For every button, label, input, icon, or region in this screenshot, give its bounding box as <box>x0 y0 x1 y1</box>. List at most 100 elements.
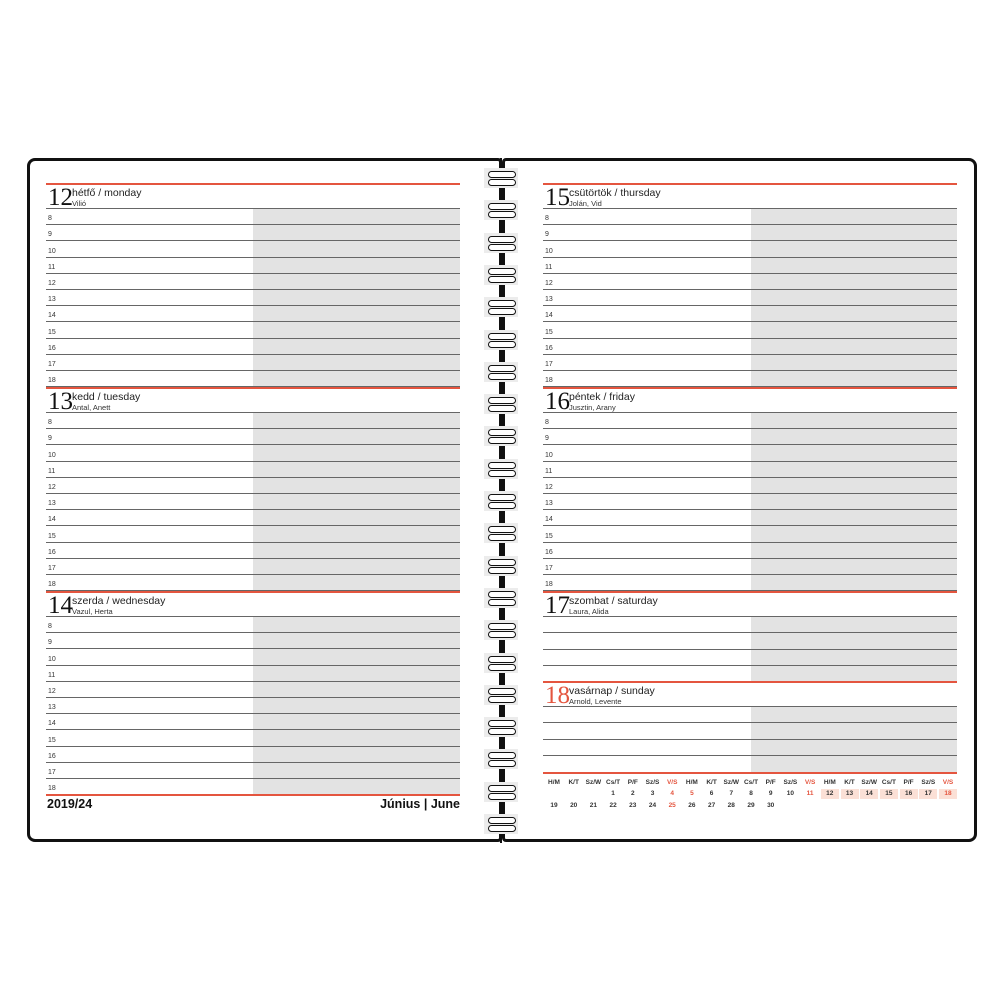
calendar-weekday-header: P/F <box>903 779 914 786</box>
calendar-day: 22 <box>609 802 617 809</box>
hour-row: 14 <box>46 510 460 527</box>
spiral-ring <box>484 587 518 608</box>
hour-label: 9 <box>48 639 52 647</box>
hour-row: 16 <box>543 339 957 355</box>
day-block: 17 szombat / saturday Laura, Alida <box>543 591 957 681</box>
calendar-weekday-header: P/F <box>765 779 776 786</box>
day-number: 17 <box>545 592 570 619</box>
writing-line <box>543 617 957 634</box>
hour-row: 8 <box>543 413 957 430</box>
day-name: péntek / friday <box>569 391 635 403</box>
calendar-day: 19 <box>550 802 558 809</box>
writing-line <box>543 650 957 666</box>
hour-row: 15 <box>46 730 460 747</box>
day-header: 14 szerda / wednesday Vazul, Herta <box>46 591 460 619</box>
ring-loop <box>488 663 516 671</box>
ring-loop <box>488 631 516 639</box>
hour-row: 18 <box>543 575 957 592</box>
ring-loop <box>488 211 516 219</box>
calendar-day: 27 <box>707 802 716 809</box>
hour-label: 16 <box>545 548 553 556</box>
calendar-day: 5 <box>690 790 694 797</box>
day-number: 12 <box>48 184 73 211</box>
spiral-ring <box>484 426 518 447</box>
spiral-ring <box>484 749 518 770</box>
hour-row: 12 <box>46 478 460 494</box>
calendar-weekday-header: H/M <box>685 779 698 786</box>
hour-label: 14 <box>545 312 553 320</box>
hour-label: 17 <box>48 768 56 776</box>
calendar-day: 20 <box>570 802 578 809</box>
hour-row: 17 <box>46 559 460 575</box>
calendar-day: 8 <box>749 790 753 797</box>
day-number: 16 <box>545 388 570 415</box>
hour-row: 16 <box>46 339 460 355</box>
calendar-weekday-header: V/S <box>804 779 816 786</box>
hour-row: 17 <box>543 559 957 575</box>
hour-label: 9 <box>48 231 52 239</box>
ring-loop <box>488 364 516 372</box>
hour-row: 11 <box>46 258 460 274</box>
hour-label: 12 <box>545 483 553 491</box>
hour-label: 13 <box>545 296 553 304</box>
calendar-weekday-header: Sz/W <box>861 779 877 786</box>
hour-label: 11 <box>545 263 553 271</box>
writing-line <box>543 740 957 756</box>
calendar-weekday-header: K/T <box>568 779 579 786</box>
writing-line <box>543 707 957 724</box>
hour-row: 12 <box>46 682 460 698</box>
hour-row: 11 <box>543 462 957 478</box>
calendar-weekday-header: V/S <box>666 779 678 786</box>
notes-shade <box>253 617 460 795</box>
notes-shade <box>751 209 957 387</box>
hour-label: 13 <box>48 500 56 508</box>
hour-row: 8 <box>46 617 460 634</box>
calendar-day: 10 <box>786 790 794 797</box>
day-header: 15 csütörtök / thursday Jolán, Vid <box>543 183 957 211</box>
hour-row: 18 <box>543 371 957 388</box>
hour-row: 17 <box>543 355 957 371</box>
calendar-day: 1 <box>611 790 615 797</box>
day-name: hétfő / monday <box>72 187 142 199</box>
hour-label: 12 <box>545 279 553 287</box>
spiral-ring <box>484 329 518 350</box>
hour-label: 13 <box>48 296 56 304</box>
hour-label: 9 <box>545 231 549 239</box>
hour-label: 16 <box>48 344 56 352</box>
hour-label: 15 <box>48 532 56 540</box>
hour-label: 14 <box>48 312 56 320</box>
hour-label: 16 <box>48 548 56 556</box>
ring-loop <box>488 590 516 598</box>
hour-label: 17 <box>545 564 553 572</box>
ring-loop <box>488 469 516 477</box>
ring-loop <box>488 784 516 792</box>
hour-label: 12 <box>48 483 56 491</box>
day-name: csütörtök / thursday <box>569 187 661 199</box>
spiral-ring <box>484 168 518 188</box>
day-block: 18 vasárnap / sunday Arnold, Levente <box>543 681 957 772</box>
spiral-ring <box>484 555 518 576</box>
ring-loop <box>488 308 516 316</box>
hour-row: 11 <box>543 258 957 274</box>
hour-label: 11 <box>48 467 56 475</box>
hour-row: 10 <box>46 649 460 666</box>
hour-row: 10 <box>46 445 460 462</box>
calendar-day: 7 <box>729 790 734 797</box>
calendar-weekday-header: H/M <box>823 779 836 786</box>
ring-loop <box>488 695 516 703</box>
day-header: 16 péntek / friday Jusztin, Arany <box>543 387 957 415</box>
calendar-day: 4 <box>670 790 674 797</box>
calendar-weekday-header: Cs/T <box>743 779 759 786</box>
name-day: Jolán, Vid <box>569 199 602 208</box>
hour-row: 18 <box>46 779 460 796</box>
hour-label: 18 <box>545 581 553 589</box>
calendar-weekday-header: Sz/S <box>783 779 798 786</box>
ring-loop <box>488 655 516 663</box>
hour-row: 13 <box>46 290 460 307</box>
day-number: 15 <box>545 184 570 211</box>
hour-row: 8 <box>46 209 460 226</box>
hour-row: 15 <box>46 322 460 339</box>
hour-label: 18 <box>48 581 56 589</box>
spiral-ring <box>484 361 518 382</box>
notes-shade <box>253 413 460 591</box>
